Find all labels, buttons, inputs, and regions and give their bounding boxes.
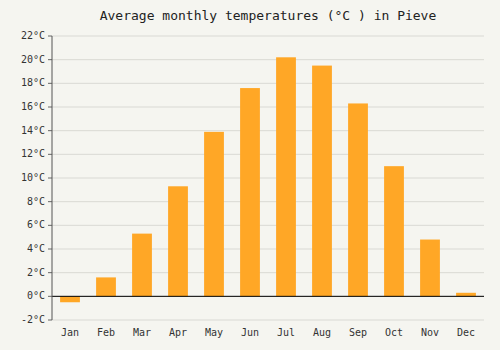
bar: [240, 88, 260, 296]
y-tick-label: 22°C: [21, 30, 45, 41]
y-tick-label: 14°C: [21, 125, 45, 136]
x-tick-label: Jan: [61, 327, 79, 338]
bar: [168, 186, 188, 296]
bar: [204, 132, 224, 296]
y-axis: -2°C 0°C 2°C 4°C 6°C 8°C 10°C 12°C 14°C 16°C 18°C 2…: [21, 30, 52, 325]
y-tick: [48, 59, 52, 60]
x-axis: Jan Feb Mar Apr May Jun Jul Aug Sep Oct Nov Dec: [61, 327, 475, 338]
y-tick-label: 10°C: [21, 172, 45, 183]
bars: [60, 57, 476, 302]
x-tick-label: Feb: [97, 327, 115, 338]
y-tick: [48, 83, 52, 84]
x-tick-label: Jun: [241, 327, 259, 338]
y-tick: [48, 249, 52, 250]
bar: [456, 293, 476, 297]
bar: [348, 103, 368, 296]
y-tick: [48, 320, 52, 321]
y-tick-label: 16°C: [21, 101, 45, 112]
x-tick-label: Apr: [169, 327, 187, 338]
background: [0, 0, 500, 350]
chart: -2°C 0°C 2°C 4°C 6°C 8°C 10°C 12°C 14°C 16°C 18°C 2…: [0, 0, 500, 350]
grid-line: [52, 272, 484, 273]
y-tick: [48, 201, 52, 202]
bar: [132, 234, 152, 297]
y-tick: [48, 154, 52, 155]
bar: [384, 166, 404, 296]
x-tick-label: Aug: [313, 327, 331, 338]
y-tick-label: 18°C: [21, 77, 45, 88]
y-tick-label: 8°C: [27, 196, 45, 207]
x-tick-label: Jul: [277, 327, 295, 338]
grid-line: [52, 201, 484, 202]
y-tick-label: 4°C: [27, 243, 45, 254]
grid-line: [52, 107, 484, 108]
x-tick-label: May: [205, 327, 223, 338]
x-tick-label: Sep: [349, 327, 367, 338]
y-tick-label: 0°C: [27, 290, 45, 301]
grid-line: [52, 59, 484, 60]
y-tick-label: 20°C: [21, 54, 45, 65]
grid-line: [52, 154, 484, 155]
x-tick-label: Mar: [133, 327, 151, 338]
y-tick-label: 2°C: [27, 267, 45, 278]
grid-line: [52, 249, 484, 250]
grid-line: [52, 36, 484, 37]
bar: [60, 296, 80, 302]
y-tick-label: -2°C: [21, 314, 45, 325]
grid-line: [52, 83, 484, 84]
grid-line: [52, 130, 484, 131]
y-tick: [48, 178, 52, 179]
y-axis-line: [52, 36, 53, 320]
chart-container: -2°C 0°C 2°C 4°C 6°C 8°C 10°C 12°C 14°C 16°C 18°C 2…: [0, 0, 500, 350]
x-tick-label: Oct: [385, 327, 403, 338]
grid-line: [52, 296, 484, 297]
y-tick: [48, 225, 52, 226]
bar: [276, 57, 296, 296]
grid: [52, 36, 484, 320]
y-tick-label: 6°C: [27, 219, 45, 230]
y-tick: [48, 130, 52, 131]
y-tick: [48, 36, 52, 37]
grid-line: [52, 320, 484, 321]
x-tick-label: Nov: [421, 327, 439, 338]
grid-line: [52, 225, 484, 226]
baseline: [52, 296, 484, 297]
y-tick: [48, 107, 52, 108]
grid-line: [52, 178, 484, 179]
bar: [420, 240, 440, 297]
bar: [312, 66, 332, 297]
y-tick: [48, 296, 52, 297]
x-tick-label: Dec: [457, 327, 475, 338]
bar: [96, 277, 116, 296]
y-tick: [48, 272, 52, 273]
title: Average monthly temperatures (°C ) in Pi…: [100, 8, 437, 23]
y-tick-label: 12°C: [21, 148, 45, 159]
